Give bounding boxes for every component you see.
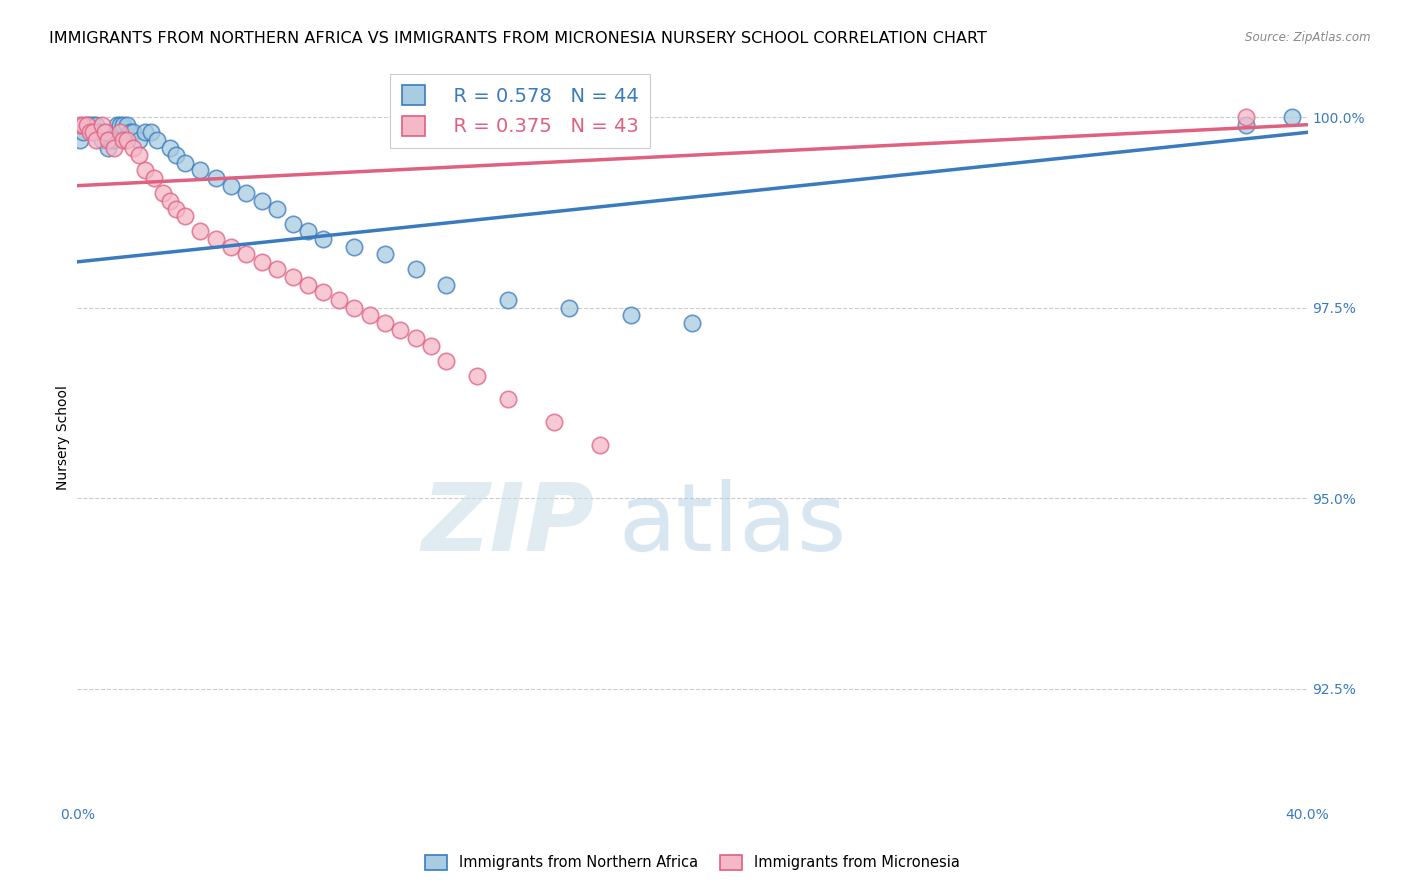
- Point: [165, 148, 187, 162]
- Point: [235, 186, 257, 201]
- Point: [219, 178, 242, 193]
- Point: [543, 415, 565, 429]
- Text: ZIP: ZIP: [422, 479, 595, 571]
- Text: atlas: atlas: [619, 479, 846, 571]
- Point: [281, 217, 304, 231]
- Point: [84, 133, 107, 147]
- Point: [94, 125, 117, 139]
- Point: [115, 133, 138, 147]
- Point: [143, 171, 166, 186]
- Y-axis label: Nursery School: Nursery School: [56, 384, 70, 490]
- Point: [436, 277, 458, 292]
- Point: [1281, 110, 1303, 124]
- Point: [72, 125, 94, 139]
- Point: [121, 140, 143, 154]
- Point: [159, 194, 181, 208]
- Point: [72, 118, 94, 132]
- Point: [204, 171, 226, 186]
- Text: Source: ZipAtlas.com: Source: ZipAtlas.com: [1246, 31, 1371, 45]
- Point: [90, 133, 114, 147]
- Point: [69, 133, 91, 147]
- Point: [343, 301, 366, 315]
- Point: [558, 301, 581, 315]
- Point: [103, 140, 125, 154]
- Point: [235, 247, 257, 261]
- Point: [112, 133, 135, 147]
- Point: [90, 118, 114, 132]
- Point: [97, 140, 120, 154]
- Point: [97, 133, 120, 147]
- Point: [496, 293, 519, 307]
- Point: [100, 133, 122, 147]
- Point: [204, 232, 226, 246]
- Point: [219, 239, 242, 253]
- Point: [79, 125, 101, 139]
- Point: [496, 392, 519, 406]
- Point: [250, 255, 273, 269]
- Point: [328, 293, 350, 307]
- Point: [374, 316, 396, 330]
- Point: [165, 202, 187, 216]
- Point: [250, 194, 273, 208]
- Point: [76, 118, 98, 132]
- Point: [110, 118, 132, 132]
- Point: [159, 140, 181, 154]
- Point: [312, 285, 335, 300]
- Point: [589, 438, 612, 452]
- Point: [82, 118, 104, 132]
- Point: [134, 163, 156, 178]
- Point: [76, 118, 98, 132]
- Point: [374, 247, 396, 261]
- Point: [128, 133, 150, 147]
- Legend: Immigrants from Northern Africa, Immigrants from Micronesia: Immigrants from Northern Africa, Immigra…: [419, 849, 966, 876]
- Point: [1234, 110, 1257, 124]
- Point: [118, 125, 141, 139]
- Point: [266, 262, 288, 277]
- Point: [79, 118, 101, 132]
- Point: [82, 125, 104, 139]
- Point: [389, 323, 412, 337]
- Point: [359, 308, 381, 322]
- Point: [620, 308, 643, 322]
- Point: [312, 232, 335, 246]
- Point: [465, 369, 488, 384]
- Point: [121, 125, 143, 139]
- Point: [343, 239, 366, 253]
- Point: [146, 133, 169, 147]
- Point: [281, 270, 304, 285]
- Point: [69, 118, 91, 132]
- Point: [436, 354, 458, 368]
- Point: [405, 262, 427, 277]
- Point: [297, 277, 319, 292]
- Point: [297, 224, 319, 238]
- Point: [174, 209, 197, 223]
- Point: [134, 125, 156, 139]
- Point: [141, 125, 163, 139]
- Point: [682, 316, 704, 330]
- Point: [174, 156, 197, 170]
- Point: [188, 224, 212, 238]
- Point: [1234, 118, 1257, 132]
- Point: [105, 118, 128, 132]
- Point: [103, 133, 125, 147]
- Point: [110, 125, 132, 139]
- Point: [87, 125, 110, 139]
- Point: [112, 118, 135, 132]
- Point: [128, 148, 150, 162]
- Point: [405, 331, 427, 345]
- Point: [84, 118, 107, 132]
- Point: [188, 163, 212, 178]
- Point: [420, 339, 443, 353]
- Point: [94, 125, 117, 139]
- Text: IMMIGRANTS FROM NORTHERN AFRICA VS IMMIGRANTS FROM MICRONESIA NURSERY SCHOOL COR: IMMIGRANTS FROM NORTHERN AFRICA VS IMMIG…: [49, 31, 987, 46]
- Point: [266, 202, 288, 216]
- Point: [115, 118, 138, 132]
- Point: [152, 186, 174, 201]
